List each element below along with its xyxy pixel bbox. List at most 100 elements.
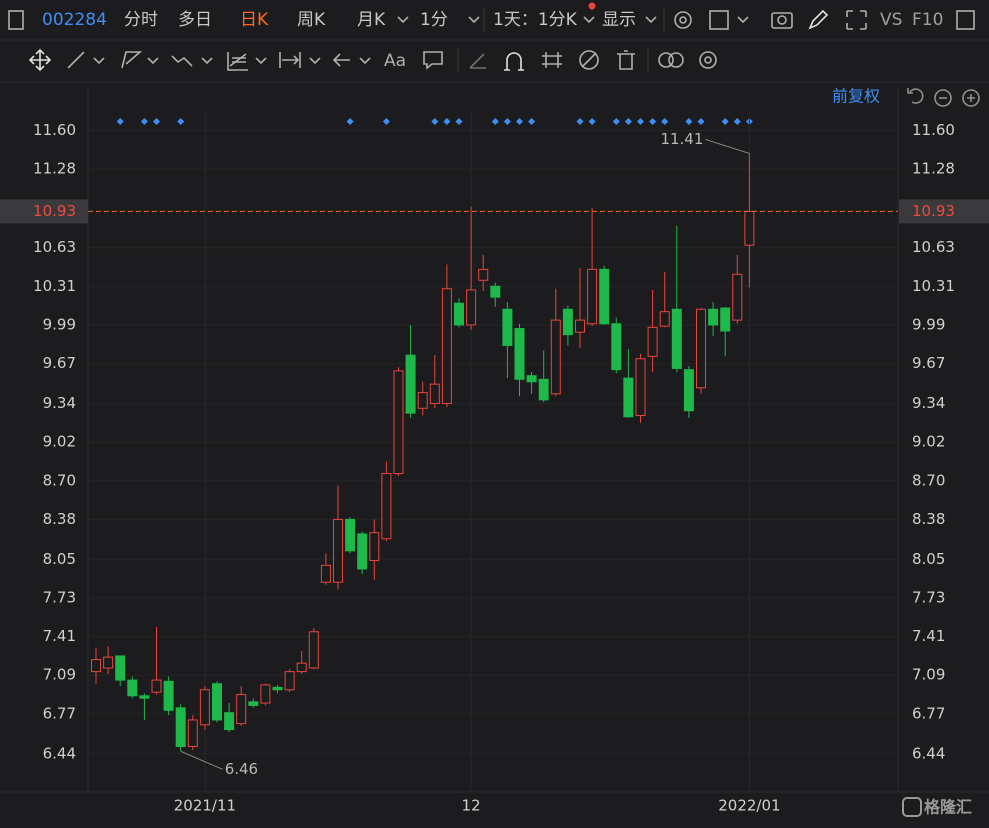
hide-tool-slash xyxy=(581,52,597,68)
chevron[interactable] xyxy=(359,57,371,65)
annotation-leader xyxy=(705,138,750,154)
y-tick-label-right: 6.44 xyxy=(912,744,945,762)
candle-body xyxy=(683,369,694,412)
tab[interactable]: 多日 xyxy=(178,10,212,30)
candle-body xyxy=(466,289,477,326)
chevron[interactable] xyxy=(255,57,267,65)
vs-button[interactable]: VS xyxy=(880,10,902,30)
comment-tool[interactable] xyxy=(423,51,443,70)
y-tick-label: 10.63 xyxy=(33,238,76,256)
period-select[interactable]: 1天：1分K xyxy=(493,10,578,30)
fullscreen-icon[interactable] xyxy=(846,10,867,30)
line-tool[interactable] xyxy=(67,51,85,69)
delete-tool[interactable] xyxy=(617,50,635,70)
candle-body xyxy=(732,273,743,321)
angle-tool[interactable] xyxy=(469,53,486,69)
chevron[interactable] xyxy=(583,16,595,24)
chevron[interactable] xyxy=(309,57,321,65)
candle-body xyxy=(139,695,150,699)
y-tick-label: 9.67 xyxy=(43,354,76,372)
candle-body xyxy=(635,358,646,417)
candle-body xyxy=(308,631,319,669)
move-tool[interactable] xyxy=(28,48,52,72)
f10-button[interactable]: F10 xyxy=(912,10,943,30)
tab[interactable]: 分时 xyxy=(124,10,158,30)
candle-body xyxy=(91,659,101,673)
candle-body xyxy=(562,308,573,336)
reset-icon[interactable] xyxy=(907,88,924,104)
draw-settings-center xyxy=(704,56,712,64)
settings-icon[interactable] xyxy=(674,11,692,29)
candle-body xyxy=(357,533,368,570)
chevron[interactable] xyxy=(645,16,657,24)
candle-body xyxy=(647,326,658,357)
candle-body xyxy=(272,686,283,691)
event-marker xyxy=(382,118,390,125)
chevron[interactable] xyxy=(93,57,105,65)
draw-settings[interactable] xyxy=(699,51,717,69)
stock-code[interactable]: 002284 xyxy=(42,10,107,30)
zoom-in-plus xyxy=(967,94,975,102)
candle-body xyxy=(405,354,416,414)
chevron[interactable] xyxy=(468,16,480,24)
zoom-out[interactable] xyxy=(934,89,952,107)
y-tick-label: 11.60 xyxy=(33,121,76,139)
wave-tool[interactable] xyxy=(171,55,193,67)
tab[interactable]: 周K xyxy=(297,10,326,30)
text-tool[interactable]: Aa xyxy=(384,51,406,71)
candle-body xyxy=(381,473,392,540)
candle-body xyxy=(212,683,222,721)
hide-tool[interactable] xyxy=(579,50,599,70)
panel-icon[interactable] xyxy=(956,10,975,30)
y-tick-label-right: 7.09 xyxy=(912,666,945,684)
tab[interactable]: 月K xyxy=(357,10,386,30)
arrow-tool[interactable] xyxy=(332,53,350,67)
event-marker xyxy=(503,118,511,125)
pen-icon[interactable] xyxy=(808,9,829,30)
measure-tool[interactable] xyxy=(279,52,301,68)
price-tag-bg xyxy=(0,199,88,224)
candle-body xyxy=(429,383,440,404)
candle-body xyxy=(115,655,126,681)
y-tick-label-right: 9.67 xyxy=(912,354,945,372)
y-tick-label: 8.05 xyxy=(43,550,76,568)
chevron[interactable] xyxy=(397,16,409,24)
panel-icon[interactable] xyxy=(8,10,24,30)
event-marker xyxy=(588,118,596,125)
event-marker xyxy=(443,118,451,125)
candle-body xyxy=(502,308,513,346)
zoom-in[interactable] xyxy=(962,89,980,107)
compare-tool[interactable] xyxy=(658,52,674,68)
event-marker xyxy=(140,118,148,125)
candle-body xyxy=(696,308,706,389)
lock-tool[interactable] xyxy=(542,52,562,68)
poly-tool[interactable] xyxy=(121,51,143,69)
fib-tool[interactable] xyxy=(227,52,248,71)
y-tick-label-right: 10.31 xyxy=(912,277,955,295)
chevron[interactable] xyxy=(147,57,159,65)
x-tick-label: 2022/01 xyxy=(718,797,780,815)
event-marker xyxy=(528,118,536,125)
candle-body xyxy=(417,392,428,409)
event-marker xyxy=(637,118,644,125)
chevron[interactable] xyxy=(737,16,749,24)
y-tick-label-right: 11.60 xyxy=(912,121,955,139)
event-marker xyxy=(624,118,632,125)
tab[interactable]: 1分 xyxy=(420,10,448,30)
candle-body xyxy=(671,308,682,369)
candle-body xyxy=(163,680,174,711)
camera-icon[interactable] xyxy=(771,12,793,29)
y-tick-label: 7.09 xyxy=(43,666,76,684)
adjust-mode[interactable]: 前复权 xyxy=(832,87,880,106)
candle-body xyxy=(611,323,622,371)
candle-body xyxy=(490,285,501,298)
display-select[interactable]: 显示 xyxy=(602,10,636,30)
event-marker xyxy=(153,118,160,125)
candle-body xyxy=(744,210,755,246)
tab-active[interactable]: 日K xyxy=(240,10,269,30)
chevron[interactable] xyxy=(201,57,213,65)
magnet-tool[interactable] xyxy=(504,52,524,71)
box-icon[interactable] xyxy=(709,10,729,30)
candle-body xyxy=(587,268,598,325)
